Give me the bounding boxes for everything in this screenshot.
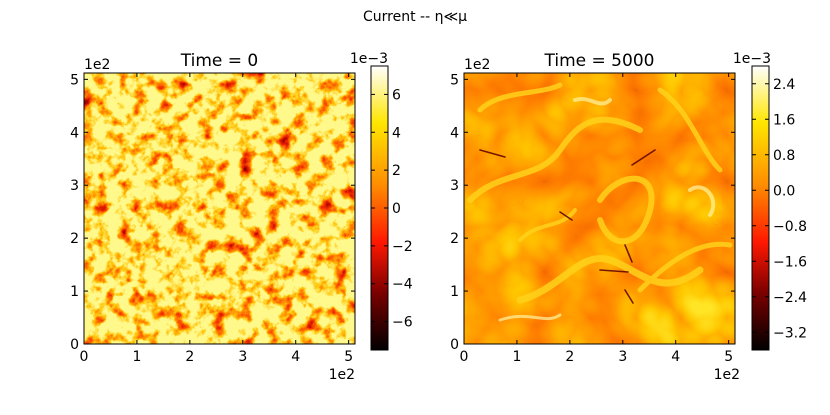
colorbar-tick-label: 0.0 (773, 183, 795, 199)
y-tick-label: 0 (450, 337, 459, 353)
y-tick-label: 0 (70, 337, 79, 353)
y-tick-label: 2 (70, 231, 79, 247)
figure-suptitle: Current -- η≪μ (363, 9, 467, 25)
y-tick-label: 4 (70, 125, 79, 141)
x-tick-label: 2 (565, 349, 574, 365)
colorbar-offset-label: 1e−3 (350, 51, 388, 67)
y-tick-label: 4 (450, 125, 459, 141)
y-axis: 0 1 2 3 4 5 (70, 72, 355, 353)
x-tick-label: 1 (132, 349, 141, 365)
y-axis: 0 1 2 3 4 5 (450, 72, 735, 353)
colorbar-tick-label: −0.8 (773, 219, 807, 235)
colorbar-tick-label: −1.6 (773, 254, 807, 270)
x-tick-label: 4 (291, 349, 300, 365)
x-tick-label: 3 (618, 349, 627, 365)
x-tick-label: 3 (238, 349, 247, 365)
colorbar: −3.2 −2.4 −1.6 −0.8 0.0 0.8 1.6 2.4 1e−3 (733, 51, 807, 351)
colorbar-ticks: −3.2 −2.4 −1.6 −0.8 0.0 0.8 1.6 2.4 (752, 77, 807, 341)
y-tick-label: 5 (70, 72, 79, 88)
x-axis: 0 1 2 3 4 5 (460, 73, 733, 365)
x-tick-label: 2 (185, 349, 194, 365)
x-axis: 0 1 2 3 4 5 (80, 73, 353, 365)
x-tick-label: 0 (80, 349, 89, 365)
colorbar-gradient (751, 65, 770, 351)
x-offset-label: 1e2 (714, 367, 740, 383)
y-tick-label: 2 (450, 231, 459, 247)
colorbar-tick-label: 2 (392, 163, 401, 179)
panel-time-5000: Time = 5000 (450, 51, 807, 383)
colorbar-tick-label: 0 (392, 201, 401, 217)
x-offset-label: 1e2 (329, 367, 355, 383)
y-offset-label: 1e2 (464, 57, 490, 73)
heatmap-image (84, 73, 355, 344)
y-tick-label: 5 (450, 72, 459, 88)
colorbar-tick-label: 6 (392, 87, 401, 103)
colorbar-tick-label: −4 (392, 277, 413, 293)
colorbar-tick-label: 4 (392, 125, 401, 141)
x-tick-label: 0 (460, 349, 469, 365)
colorbar-tick-label: −6 (392, 315, 413, 331)
panel-title: Time = 5000 (544, 51, 655, 71)
y-tick-label: 3 (450, 178, 459, 194)
colorbar-tick-label: −2 (392, 239, 413, 255)
axes-frame (83, 72, 356, 345)
x-tick-label: 1 (512, 349, 521, 365)
colorbar-tick-label: −2.4 (773, 290, 807, 306)
y-offset-label: 1e2 (84, 57, 110, 73)
colorbar-tick-label: −3.2 (773, 325, 807, 341)
y-tick-label: 1 (450, 284, 459, 300)
y-tick-label: 3 (70, 178, 79, 194)
y-tick-label: 1 (70, 284, 79, 300)
colorbar-offset-label: 1e−3 (733, 51, 771, 67)
colorbar-ticks: −6 −4 −2 0 2 4 6 (371, 87, 413, 331)
colorbar-tick-label: 2.4 (773, 77, 795, 93)
x-tick-label: 4 (671, 349, 680, 365)
colorbar: −6 −4 −2 0 2 4 6 1e−3 (350, 51, 413, 351)
colorbar-tick-label: 0.8 (773, 148, 795, 164)
panel-title: Time = 0 (180, 51, 258, 71)
axes-frame (463, 72, 736, 345)
x-tick-label: 5 (724, 349, 733, 365)
panel-time-0: Time = 0 0 1 2 3 4 5 0 1 2 3 4 5 1e2 1e2 −6 −4 −2 0 2 4… (70, 51, 413, 383)
colorbar-tick-label: 1.6 (773, 112, 795, 128)
x-tick-label: 5 (344, 349, 353, 365)
heatmap-image (464, 73, 735, 344)
